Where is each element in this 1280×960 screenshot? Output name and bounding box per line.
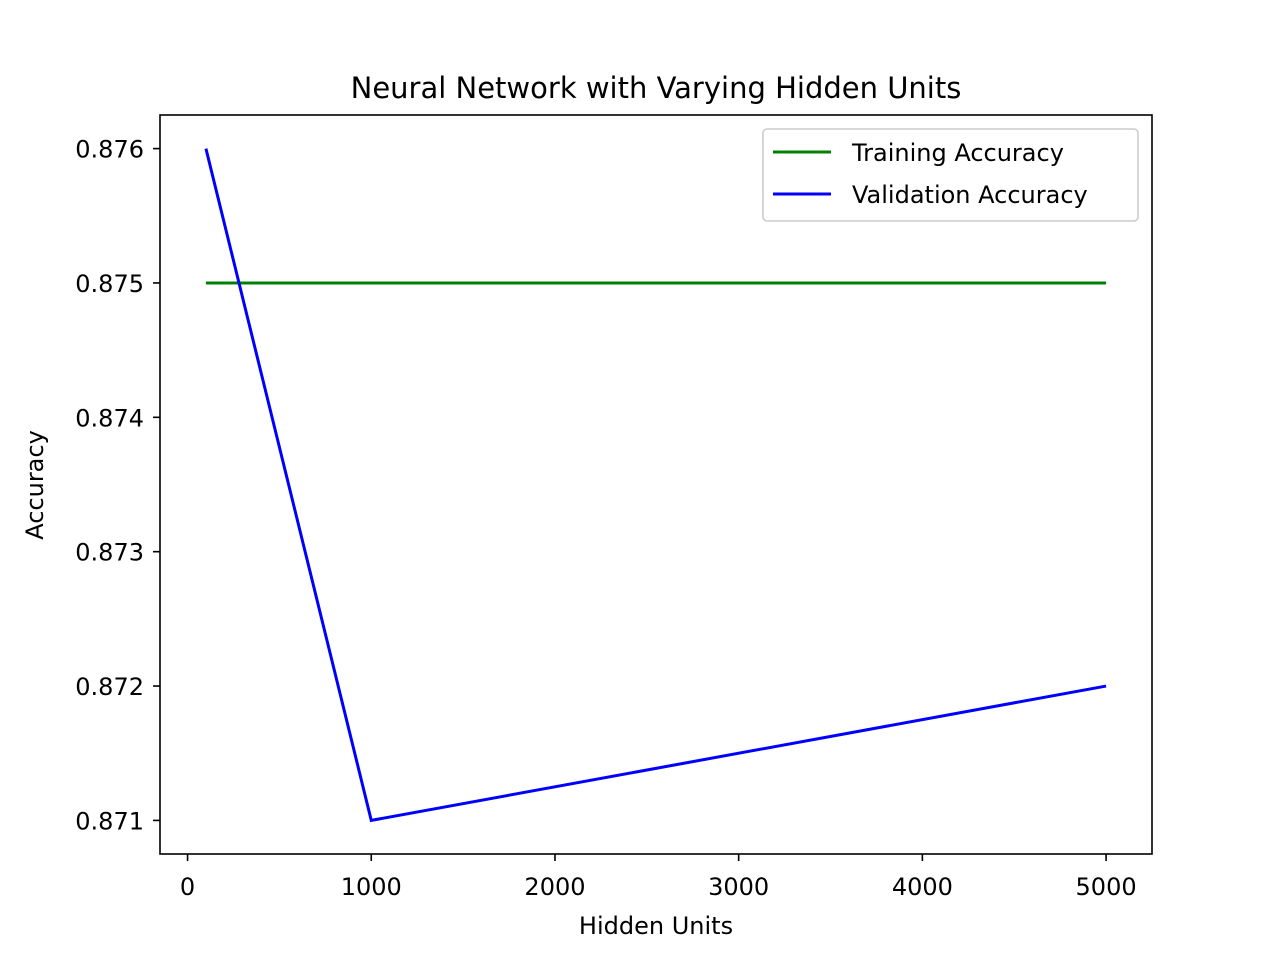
x-axis-label: Hidden Units (579, 912, 733, 940)
x-axis: 0 1000 2000 3000 4000 5000 (180, 854, 1137, 901)
y-tick-label: 0.873 (75, 539, 144, 567)
legend: Training Accuracy Validation Accuracy (762, 128, 1139, 222)
series-layer (204, 148, 1107, 823)
y-axis-label: Accuracy (21, 430, 49, 540)
chart-title: Neural Network with Varying Hidden Units (351, 71, 962, 105)
y-tick-label: 0.872 (75, 673, 144, 701)
x-tick-label: 2000 (524, 873, 585, 901)
legend-label-training: Training Accuracy (851, 139, 1064, 167)
legend-label-validation: Validation Accuracy (852, 181, 1088, 209)
y-tick-label: 0.875 (75, 270, 144, 298)
y-tick-label: 0.874 (75, 404, 144, 432)
x-tick-label: 4000 (892, 873, 953, 901)
y-axis: 0.871 0.872 0.873 0.874 0.875 0.876 (75, 136, 160, 835)
y-tick-label: 0.876 (75, 136, 144, 164)
x-tick-label: 5000 (1076, 873, 1137, 901)
legend-box (762, 128, 1139, 222)
series-line-1 (204, 148, 1107, 823)
x-tick-label: 0 (180, 873, 195, 901)
x-tick-label: 1000 (341, 873, 402, 901)
plot-frame (159, 114, 1153, 855)
y-tick-label: 0.871 (75, 807, 144, 835)
x-tick-label: 3000 (708, 873, 769, 901)
